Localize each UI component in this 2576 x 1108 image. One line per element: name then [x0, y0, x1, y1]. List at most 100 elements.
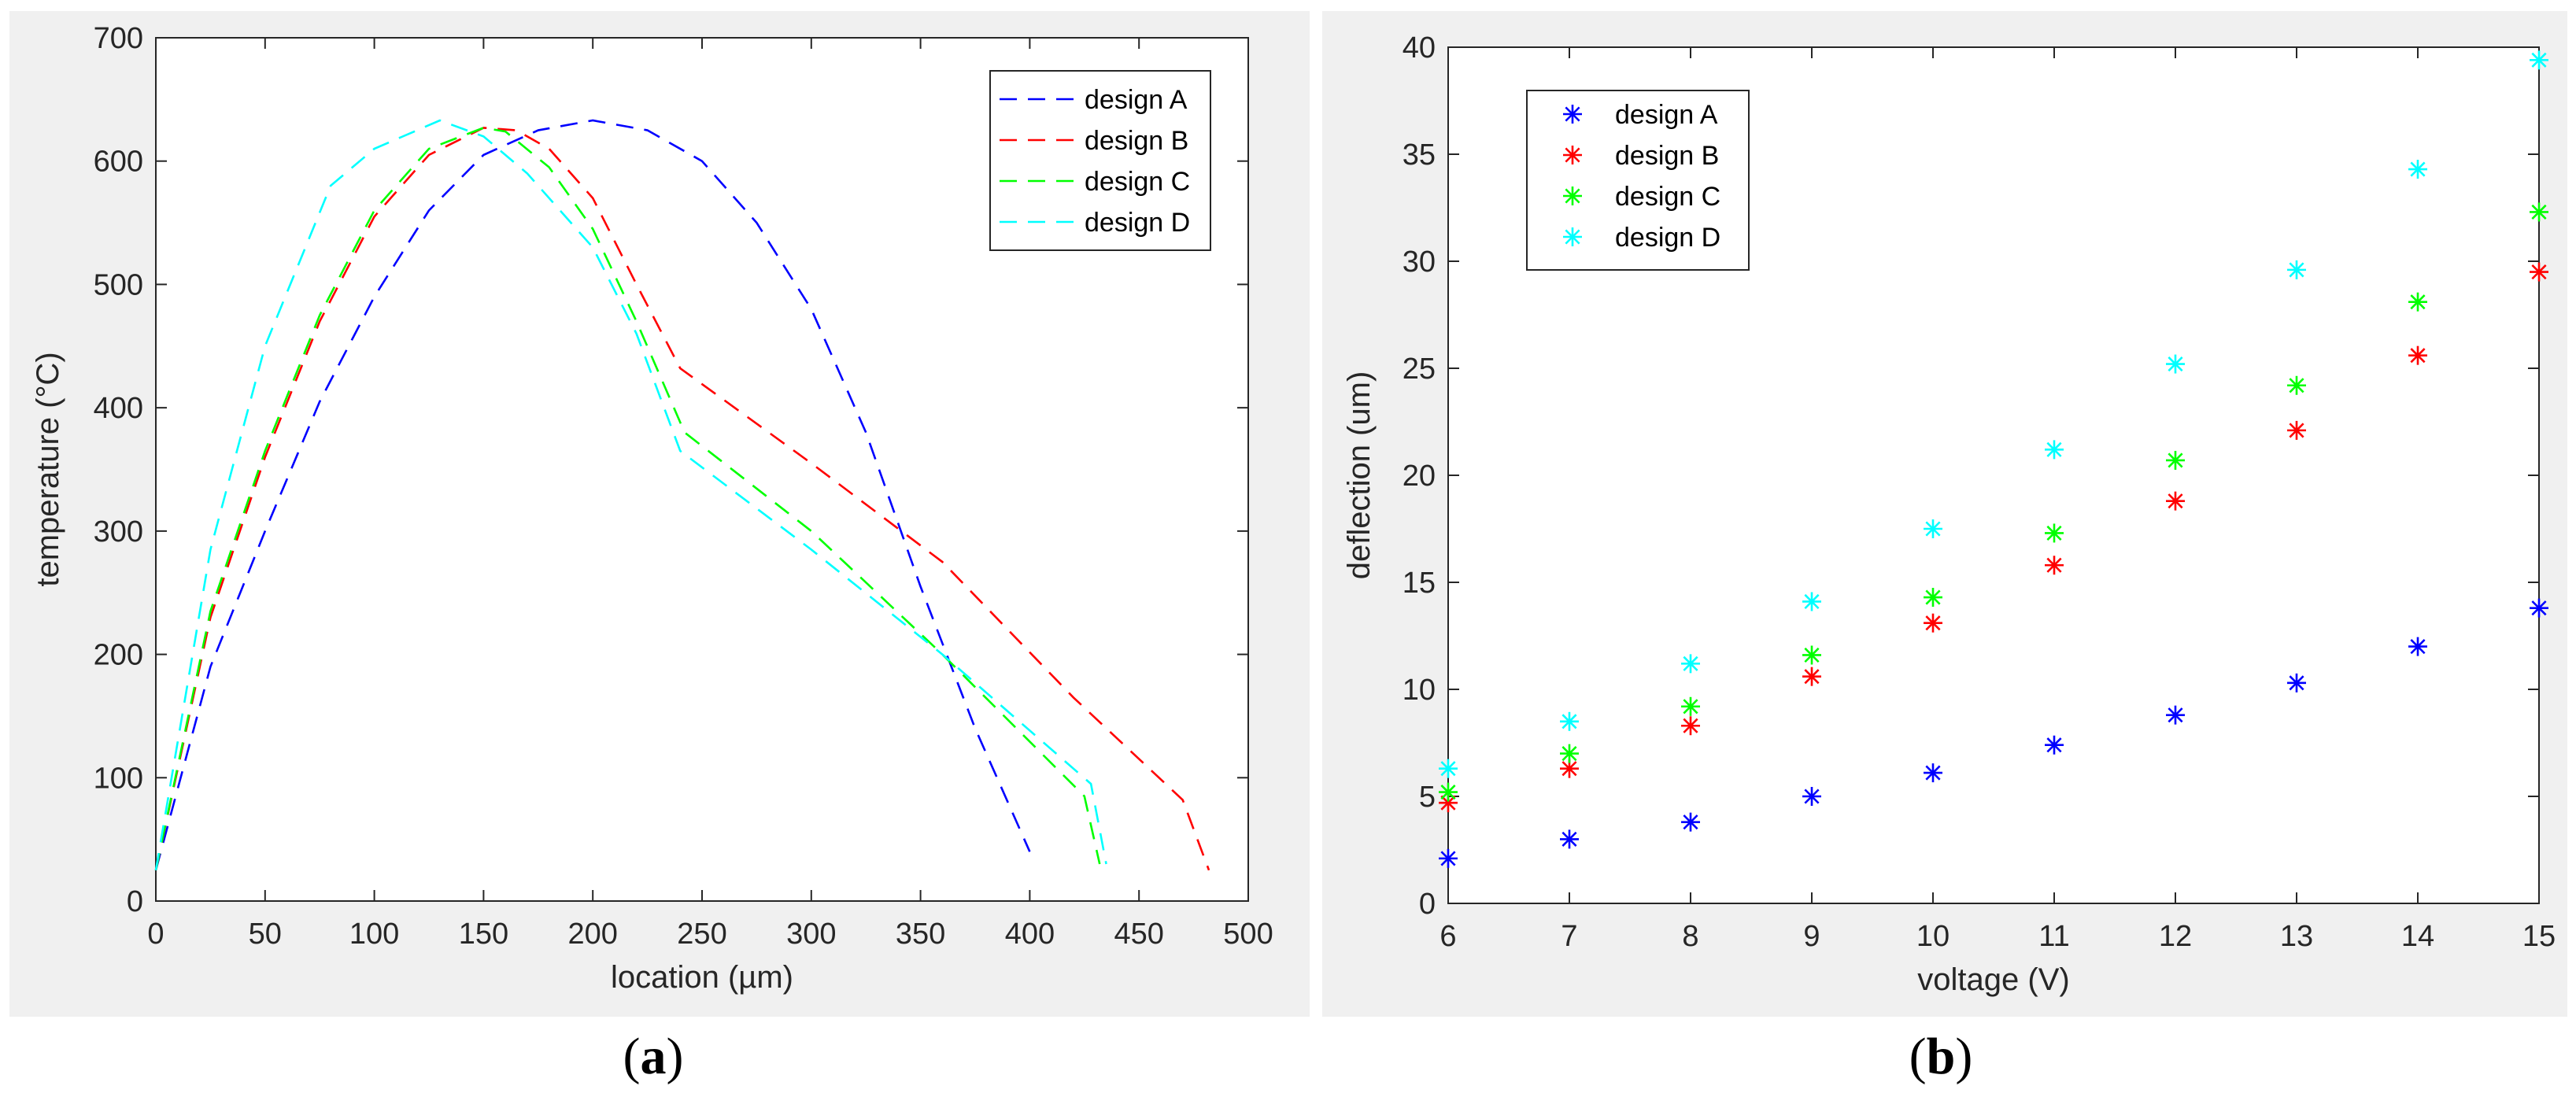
chart-b-legend-label-2: design B [1615, 141, 1719, 171]
chart-b-point-s2-3 [1681, 716, 1700, 736]
chart-b-axes-box [1447, 46, 2540, 904]
chart-a-xtick-label: 200 [567, 918, 617, 951]
chart-a-series-line-1 [154, 119, 1031, 871]
chart-b-xtick-label: 11 [2038, 920, 2069, 953]
panel-a-letter: a [640, 1028, 667, 1085]
chart-b-legend-marker-2 [1563, 146, 1582, 164]
chart-b-point-s1-2 [1560, 829, 1579, 849]
chart-b-legend-label-4: design D [1615, 223, 1720, 253]
chart-b-ytick-label: 0 [1419, 888, 1436, 921]
chart-b-legend-marker-4 [1563, 227, 1582, 246]
chart-b-point-s4-10 [2530, 50, 2548, 70]
chart-b-point-s2-4 [1802, 667, 1821, 686]
chart-b-point-s1-8 [2287, 673, 2306, 692]
chart-b-ytick-label: 10 [1403, 674, 1436, 707]
chart-b-xtick-label: 12 [2159, 920, 2192, 953]
chart-b-legend-marker-1 [1563, 105, 1582, 124]
chart-b-point-s4-5 [1924, 519, 1942, 538]
chart-a-ytick-label: 700 [94, 22, 143, 55]
chart-a-y-axis-label: temperature (°C) [31, 352, 65, 586]
chart-b-xtick-label: 6 [1440, 920, 1456, 953]
chart-b-point-s3-5 [1924, 588, 1942, 608]
chart-a-series-line-2 [154, 127, 1210, 871]
chart-b-ytick-label: 25 [1403, 353, 1436, 386]
chart-b-ytick-label: 35 [1403, 138, 1436, 172]
chart-b-point-s1-9 [2408, 637, 2427, 656]
chart-a-xtick-label: 100 [349, 918, 399, 951]
chart-a-xtick-label: 450 [1114, 918, 1163, 951]
chart-b-point-s3-1 [1439, 782, 1458, 802]
chart-b-x-axis-label: voltage (V) [1917, 962, 2069, 997]
chart-a-series-line-3 [154, 127, 1101, 871]
chart-a-series-line-4 [154, 119, 1107, 871]
chart-a-ytick-label: 0 [127, 885, 143, 918]
chart-b-point-s1-10 [2530, 598, 2548, 618]
chart-b-legend [1526, 90, 1750, 271]
chart-b-point-s2-7 [2166, 491, 2185, 511]
chart-b-ytick-label: 20 [1403, 460, 1436, 493]
chart-a-xtick-label: 400 [1005, 918, 1055, 951]
chart-b-point-s4-2 [1560, 711, 1579, 731]
chart-a-axes-box [155, 37, 1249, 902]
chart-b-point-s2-5 [1924, 613, 1942, 633]
chart-a-xtick-label: 50 [249, 918, 282, 951]
chart-b-point-s1-4 [1802, 787, 1821, 806]
chart-a-xtick-label: 350 [896, 918, 945, 951]
chart-a-ytick-label: 100 [94, 762, 143, 795]
chart-b-ytick-label: 40 [1403, 31, 1436, 65]
chart-b-point-s4-9 [2408, 160, 2427, 179]
chart-a-xtick-label: 0 [147, 918, 164, 951]
chart-a-ytick-label: 400 [94, 392, 143, 425]
chart-b-xtick-label: 8 [1682, 920, 1698, 953]
chart-a-ytick-label: 500 [94, 268, 143, 301]
panel-a-caption: (a) [623, 1028, 684, 1085]
chart-a-ytick-label: 600 [94, 146, 143, 179]
chart-b-point-s4-8 [2287, 260, 2306, 279]
chart-b-point-s3-4 [1802, 645, 1821, 665]
chart-b-point-s3-3 [1681, 696, 1700, 716]
chart-b-point-s3-8 [2287, 375, 2306, 395]
chart-b-point-s3-10 [2530, 202, 2548, 222]
chart-b-xtick-label: 15 [2522, 920, 2556, 953]
chart-b-point-s1-7 [2166, 705, 2185, 725]
chart-b-point-s4-4 [1802, 592, 1821, 611]
chart-b-point-s3-6 [2045, 523, 2064, 543]
chart-a-xtick-label: 150 [459, 918, 508, 951]
chart-b-xtick-label: 14 [2401, 920, 2434, 953]
chart-a-legend-label-1: design A [1085, 85, 1188, 115]
chart-b-point-s1-1 [1439, 848, 1458, 868]
chart-b-point-s4-3 [1681, 654, 1700, 674]
chart-b-legend-marker-3 [1563, 187, 1582, 205]
chart-b-point-s4-6 [2045, 440, 2064, 460]
chart-b-xtick-label: 10 [1916, 920, 1950, 953]
chart-b-point-s2-8 [2287, 420, 2306, 440]
chart-a-legend-label-4: design D [1085, 208, 1190, 238]
panel-b-caption: (b) [1909, 1028, 1973, 1085]
chart-b-point-s2-10 [2530, 262, 2548, 282]
chart-b-ytick-label: 5 [1419, 781, 1436, 814]
chart-b-point-s1-3 [1681, 812, 1700, 832]
chart-b-point-s3-7 [2166, 450, 2185, 470]
chart-a-x-axis-label: location (µm) [611, 960, 793, 995]
chart-b-point-s2-9 [2408, 345, 2427, 365]
chart-b-point-s3-2 [1560, 744, 1579, 763]
chart-b-point-s4-7 [2166, 354, 2185, 374]
chart-b-legend-label-3: design C [1615, 182, 1720, 212]
chart-b-legend-label-1: design A [1615, 100, 1718, 130]
chart-b-y-axis-label: deflection (um) [1342, 371, 1377, 580]
chart-b-xtick-label: 9 [1803, 920, 1820, 953]
chart-a-legend [989, 70, 1211, 251]
chart-a-xtick-label: 250 [677, 918, 726, 951]
chart-a-xtick-label: 500 [1223, 918, 1273, 951]
panel-b-letter: b [1926, 1028, 1956, 1085]
chart-b-point-s1-5 [1924, 763, 1942, 783]
chart-a-xtick-label: 300 [786, 918, 836, 951]
chart-b-point-s1-6 [2045, 735, 2064, 755]
chart-b-xtick-label: 13 [2280, 920, 2313, 953]
chart-b-point-s2-6 [2045, 556, 2064, 575]
chart-b-xtick-label: 7 [1561, 920, 1577, 953]
chart-a-legend-label-2: design B [1085, 126, 1188, 156]
chart-a-ytick-label: 300 [94, 515, 143, 548]
